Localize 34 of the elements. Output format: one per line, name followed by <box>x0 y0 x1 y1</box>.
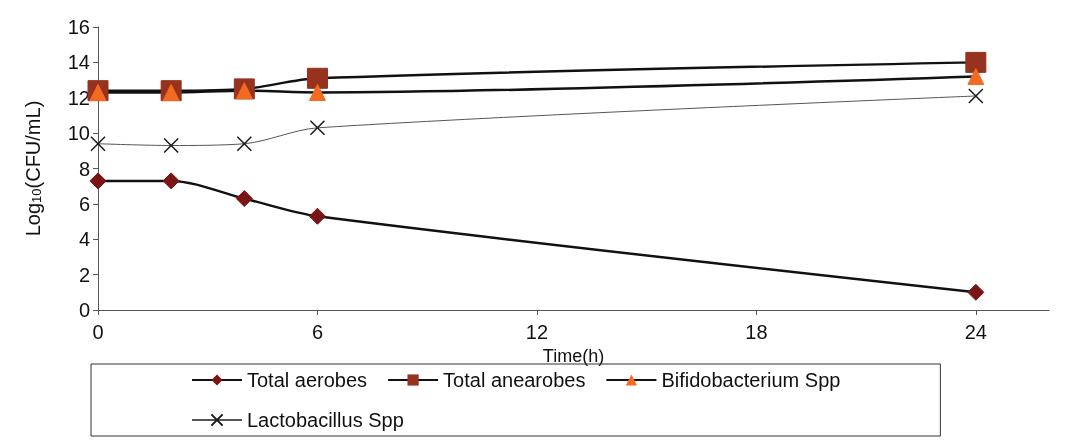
point <box>235 190 253 208</box>
y-tick-label: 0 <box>78 299 90 321</box>
x-tick-label: 18 <box>745 321 768 343</box>
x-tick-label: 24 <box>964 321 987 343</box>
y-tick-label: 8 <box>78 157 90 180</box>
y-tick-label: 2 <box>78 263 90 286</box>
y-tick-label: 16 <box>67 16 90 38</box>
y-tick-label: 4 <box>78 228 90 251</box>
x-axis-title: Time(h) <box>542 345 605 366</box>
point <box>163 137 179 154</box>
point <box>308 83 326 101</box>
point <box>965 51 987 73</box>
point <box>306 67 328 89</box>
point <box>968 88 984 104</box>
point <box>967 68 985 86</box>
point <box>162 172 180 190</box>
point <box>309 120 326 136</box>
y-tick-label: 14 <box>67 51 90 74</box>
x-tick-label: 6 <box>311 321 324 343</box>
legend-label: Total anearobes <box>443 369 586 391</box>
x-tick-label: 12 <box>525 321 549 343</box>
y-tick-label: 10 <box>67 122 90 145</box>
x-tick-label: 0 <box>92 321 104 343</box>
y-axis-title: Log10(CFU/mL) <box>21 100 44 237</box>
point <box>967 283 985 301</box>
legend-label: Bifidobacterium Spp <box>661 369 841 391</box>
point <box>236 135 253 152</box>
point <box>89 172 107 190</box>
legend-label: Total aerobes <box>247 369 368 391</box>
y-tick-label: 6 <box>78 192 90 215</box>
y-tick-label: 12 <box>67 86 90 109</box>
legend-label: Lactobacillus Spp <box>247 409 404 431</box>
point <box>90 135 106 152</box>
point <box>308 207 326 225</box>
